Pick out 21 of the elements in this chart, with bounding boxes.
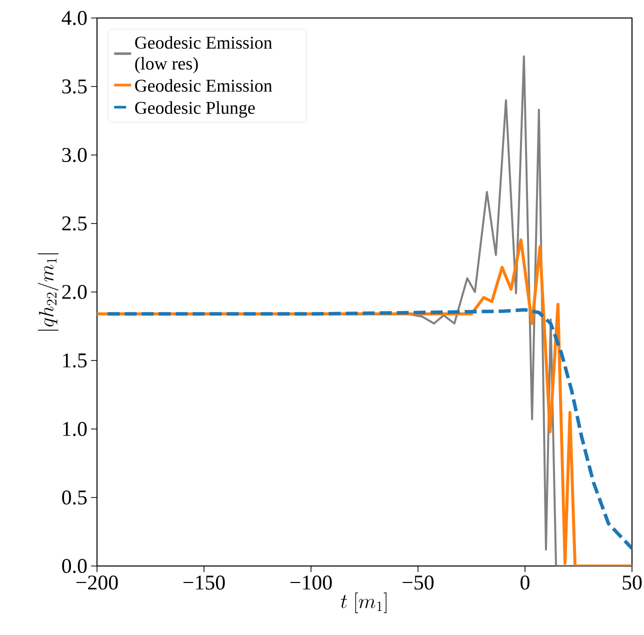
legend-label: Geodesic Emission	[135, 79, 272, 92]
y-tick-label: 0.0	[62, 558, 87, 574]
x-tick-label: −200	[76, 576, 118, 590]
y-tick-label: 3.0	[62, 148, 87, 162]
y-tick-label: 1.5	[63, 353, 87, 368]
x-tick-label: −50	[402, 576, 434, 590]
y-axis-title: $|qh_{22}/m_1|$	[38, 253, 58, 331]
x-axis-title: $t\ [m_1]$	[340, 592, 386, 614]
line-series	[106, 308, 632, 550]
x-tick-label: −100	[290, 576, 332, 590]
y-tick-label: 2.0	[62, 284, 87, 300]
x-tick-label: −150	[183, 576, 225, 590]
y-tick-label: 0.5	[62, 490, 87, 505]
x-tick-label: 0	[520, 576, 530, 590]
legend-label: Geodesic Plunge	[135, 101, 255, 118]
y-tick-label: 3.5	[62, 79, 87, 94]
y-tick-label: 2.5	[62, 216, 87, 231]
x-tick-label: 50	[622, 576, 642, 590]
y-tick-label: 4.0	[62, 10, 87, 26]
y-tick-label: 1.0	[63, 422, 87, 436]
legend-label: Geodesic Emission (low res)	[135, 36, 272, 74]
